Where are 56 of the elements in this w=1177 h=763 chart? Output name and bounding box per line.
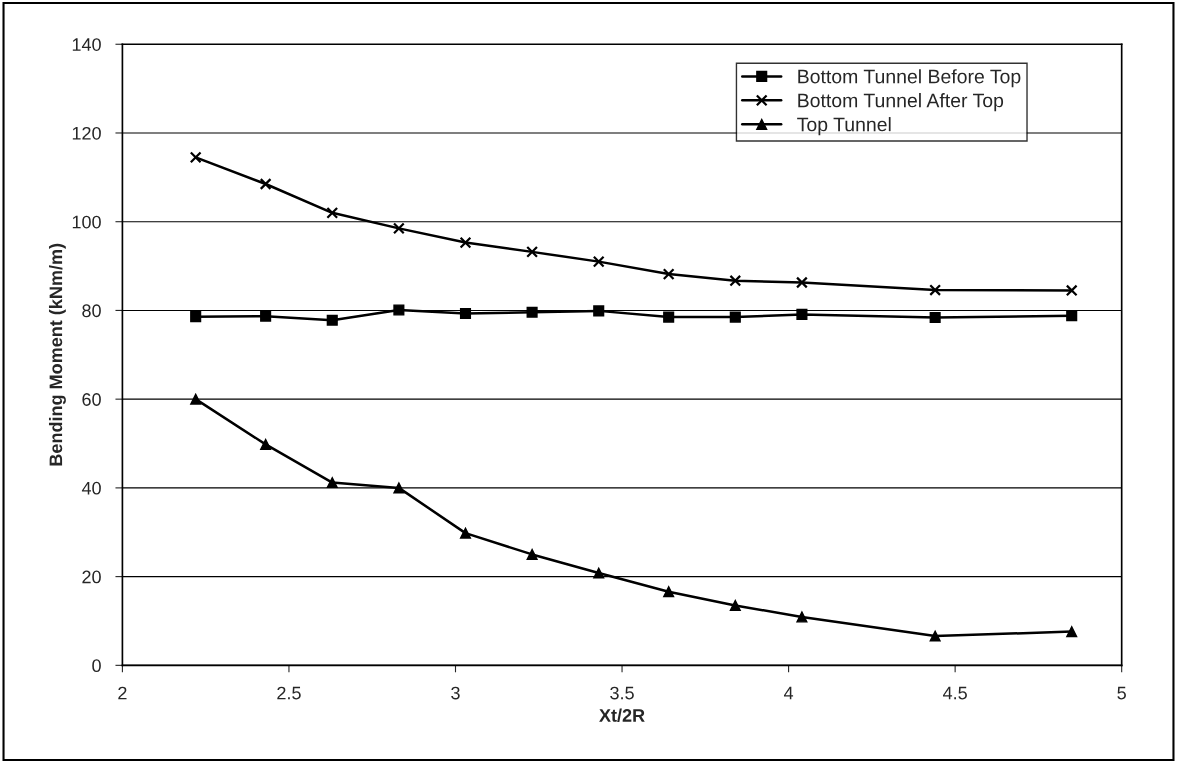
y-tick-label: 120 bbox=[72, 126, 101, 140]
x-tick-label: 2 bbox=[118, 686, 127, 700]
point bbox=[189, 151, 202, 164]
point bbox=[593, 305, 605, 317]
x-tick-label: 2.5 bbox=[277, 686, 301, 700]
legend-label: Top Tunnel bbox=[797, 117, 891, 136]
point bbox=[326, 314, 338, 326]
point bbox=[459, 307, 472, 320]
point bbox=[326, 206, 339, 219]
x-axis-title: Xt/2R bbox=[599, 708, 645, 722]
x-tick-label: 5 bbox=[1117, 686, 1126, 700]
point bbox=[326, 477, 338, 489]
y-tick-label: 80 bbox=[82, 304, 101, 318]
point bbox=[1065, 284, 1078, 297]
point bbox=[393, 304, 405, 316]
point bbox=[795, 276, 808, 289]
point bbox=[526, 245, 539, 258]
point bbox=[526, 306, 538, 318]
x-tick-label: 3 bbox=[451, 686, 460, 700]
point bbox=[729, 599, 741, 612]
y-tick-label: 60 bbox=[82, 393, 101, 406]
point bbox=[663, 586, 675, 598]
x-tick-label: 4.5 bbox=[943, 686, 967, 700]
y-axis-title: Bending Moment (kNm/m) bbox=[48, 243, 66, 466]
point bbox=[593, 567, 605, 579]
point bbox=[393, 482, 405, 494]
point bbox=[526, 548, 538, 560]
point bbox=[190, 393, 202, 405]
point bbox=[929, 311, 941, 324]
point bbox=[1066, 626, 1078, 638]
point bbox=[1066, 310, 1078, 322]
point bbox=[260, 310, 272, 322]
y-tick-label: 20 bbox=[82, 570, 101, 584]
point bbox=[929, 284, 942, 296]
point bbox=[663, 311, 675, 323]
point bbox=[190, 311, 202, 323]
y-tick-label: 0 bbox=[92, 659, 101, 673]
y-tick-label: 100 bbox=[72, 215, 101, 229]
point bbox=[929, 630, 941, 642]
x-tick-label: 4 bbox=[783, 686, 794, 700]
point bbox=[729, 274, 742, 287]
point bbox=[392, 222, 405, 235]
point bbox=[459, 527, 472, 539]
y-tick-label: 40 bbox=[81, 481, 101, 495]
x-tick-label: 3.5 bbox=[610, 686, 634, 700]
point bbox=[729, 311, 741, 323]
point bbox=[459, 236, 472, 249]
point bbox=[662, 268, 675, 281]
point bbox=[592, 255, 605, 268]
point bbox=[796, 611, 808, 623]
legend-label: Bottom Tunnel Before Top bbox=[798, 69, 1021, 88]
legend-label: Bottom Tunnel After Top bbox=[798, 93, 1004, 112]
point bbox=[260, 438, 272, 450]
point bbox=[796, 308, 808, 320]
y-tick-label: 140 bbox=[72, 38, 101, 51]
point bbox=[259, 178, 272, 190]
